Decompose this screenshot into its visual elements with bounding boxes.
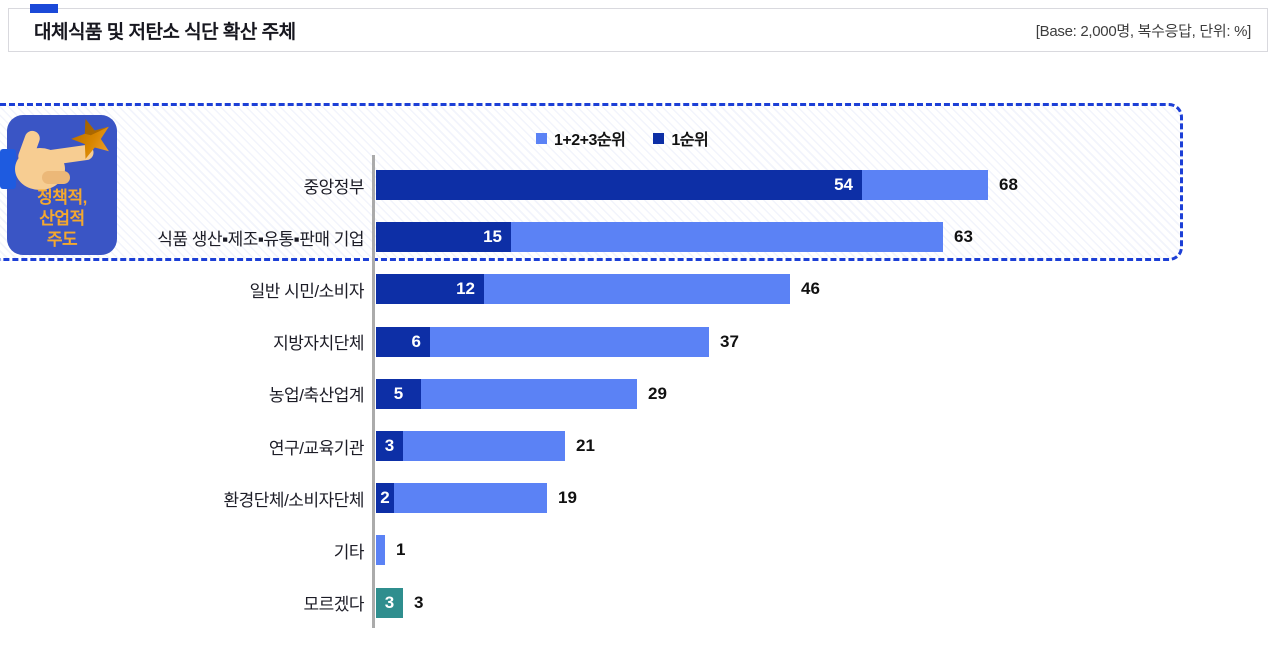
- bar-first-rank: 12: [376, 274, 484, 305]
- bar-value-total: 21: [576, 436, 595, 455]
- bar-total-rank: [421, 378, 637, 409]
- bar-area: 1: [376, 535, 406, 566]
- category-label: 기타: [333, 542, 365, 562]
- bar-area: 6 37: [376, 326, 739, 357]
- bar-area: 15 63: [376, 222, 973, 253]
- chart-axis-line: [372, 155, 375, 628]
- category-label: 연구/교육기관: [268, 438, 365, 458]
- table-row: 기타 1: [0, 535, 1277, 566]
- header-accent-bar: [30, 4, 58, 13]
- bar-value-total: 1: [396, 540, 406, 560]
- bar-first-rank: 15: [376, 222, 511, 253]
- bar-area: 3 21: [376, 431, 595, 461]
- bar-first-rank: 3: [376, 431, 403, 461]
- bar-value-inside: 54: [834, 175, 853, 194]
- badge-line-1: 정책적,: [37, 188, 87, 207]
- category-label: 식품 생산▪제조▪유통▪판매 기업: [157, 229, 364, 249]
- table-row: 농업/축산업계 5 29: [0, 378, 1277, 409]
- category-label: 농업/축산업계: [268, 386, 365, 406]
- bar-value-inside: 5: [393, 383, 404, 403]
- table-row: 중앙정부 54 68: [0, 170, 1277, 200]
- bar-value-inside: 6: [411, 331, 421, 351]
- badge-line-3: 주도: [46, 230, 78, 249]
- bar-total-rank: [484, 274, 790, 305]
- category-label: 중앙정부: [303, 177, 364, 197]
- bar-total-rank: [403, 431, 565, 461]
- base-info: [Base: 2,000명, 복수응답, 단위: %]: [1035, 22, 1252, 40]
- bar-value-inside: 2: [380, 488, 390, 508]
- bar-value-total: 19: [558, 488, 577, 508]
- badge-text: 정책적, 산업적 주도: [7, 187, 117, 250]
- page-title: 대체식품 및 저탄소 식단 확산 주체: [34, 21, 296, 43]
- bar-value-total: 68: [999, 175, 1018, 194]
- bar-value-inside: 3: [384, 592, 395, 612]
- table-row: 일반 시민/소비자 12 46: [0, 274, 1277, 305]
- bar-value-inside: 15: [483, 227, 502, 247]
- bar-total-rank: [376, 535, 385, 566]
- table-row: 연구/교육기관 3 21: [0, 431, 1277, 461]
- bar-first-rank: 5: [376, 378, 421, 409]
- bar-area: 2 19: [376, 483, 577, 514]
- bar-value-inside: 3: [384, 436, 395, 455]
- bar-dont-know: 3: [376, 587, 403, 618]
- chart-legend: 1+2+3순위 1순위: [536, 126, 709, 150]
- bar-first-rank: 6: [376, 326, 430, 357]
- hand-pointing-star-icon: [0, 119, 109, 190]
- chart-header: 대체식품 및 저탄소 식단 확산 주체 [Base: 2,000명, 복수응답,…: [8, 8, 1268, 52]
- legend-item-0: 1+2+3순위: [536, 126, 626, 150]
- bar-value-total: 46: [801, 279, 820, 299]
- category-label: 지방자치단체: [273, 334, 364, 354]
- category-label: 모르겠다: [303, 595, 364, 615]
- bar-value-total: 63: [954, 227, 973, 247]
- bar-value-total: 3: [414, 592, 424, 612]
- bar-value-inside: 12: [456, 279, 475, 299]
- bar-total-rank: [394, 483, 547, 514]
- bar-total-rank: [862, 170, 988, 200]
- bar-value-total: 37: [720, 331, 739, 351]
- badge-line-2: 산업적: [39, 209, 85, 228]
- table-row: 지방자치단체 6 37: [0, 326, 1277, 357]
- bar-first-rank: 54: [376, 170, 862, 200]
- legend-label: 1순위: [671, 132, 709, 149]
- category-label: 환경단체/소비자단체: [223, 490, 365, 510]
- bar-first-rank: 2: [376, 483, 394, 514]
- policy-badge: 정책적, 산업적 주도: [0, 115, 117, 255]
- table-row: 식품 생산▪제조▪유통▪판매 기업 15 63: [0, 222, 1277, 253]
- bar-total-rank: [430, 326, 709, 357]
- table-row: 모르겠다 3 3: [0, 587, 1277, 618]
- legend-label: 1+2+3순위: [554, 132, 626, 149]
- bar-value-total: 29: [648, 383, 667, 403]
- legend-swatch-icon: [536, 132, 547, 144]
- table-row: 환경단체/소비자단체 2 19: [0, 483, 1277, 514]
- bar-area: 12 46: [376, 274, 820, 305]
- bar-area: 5 29: [376, 378, 667, 409]
- category-label: 일반 시민/소비자: [249, 281, 365, 301]
- legend-item-1: 1순위: [653, 126, 709, 150]
- bar-total-rank: [511, 222, 943, 253]
- bar-area: 54 68: [376, 170, 1018, 200]
- legend-swatch-icon: [653, 132, 665, 144]
